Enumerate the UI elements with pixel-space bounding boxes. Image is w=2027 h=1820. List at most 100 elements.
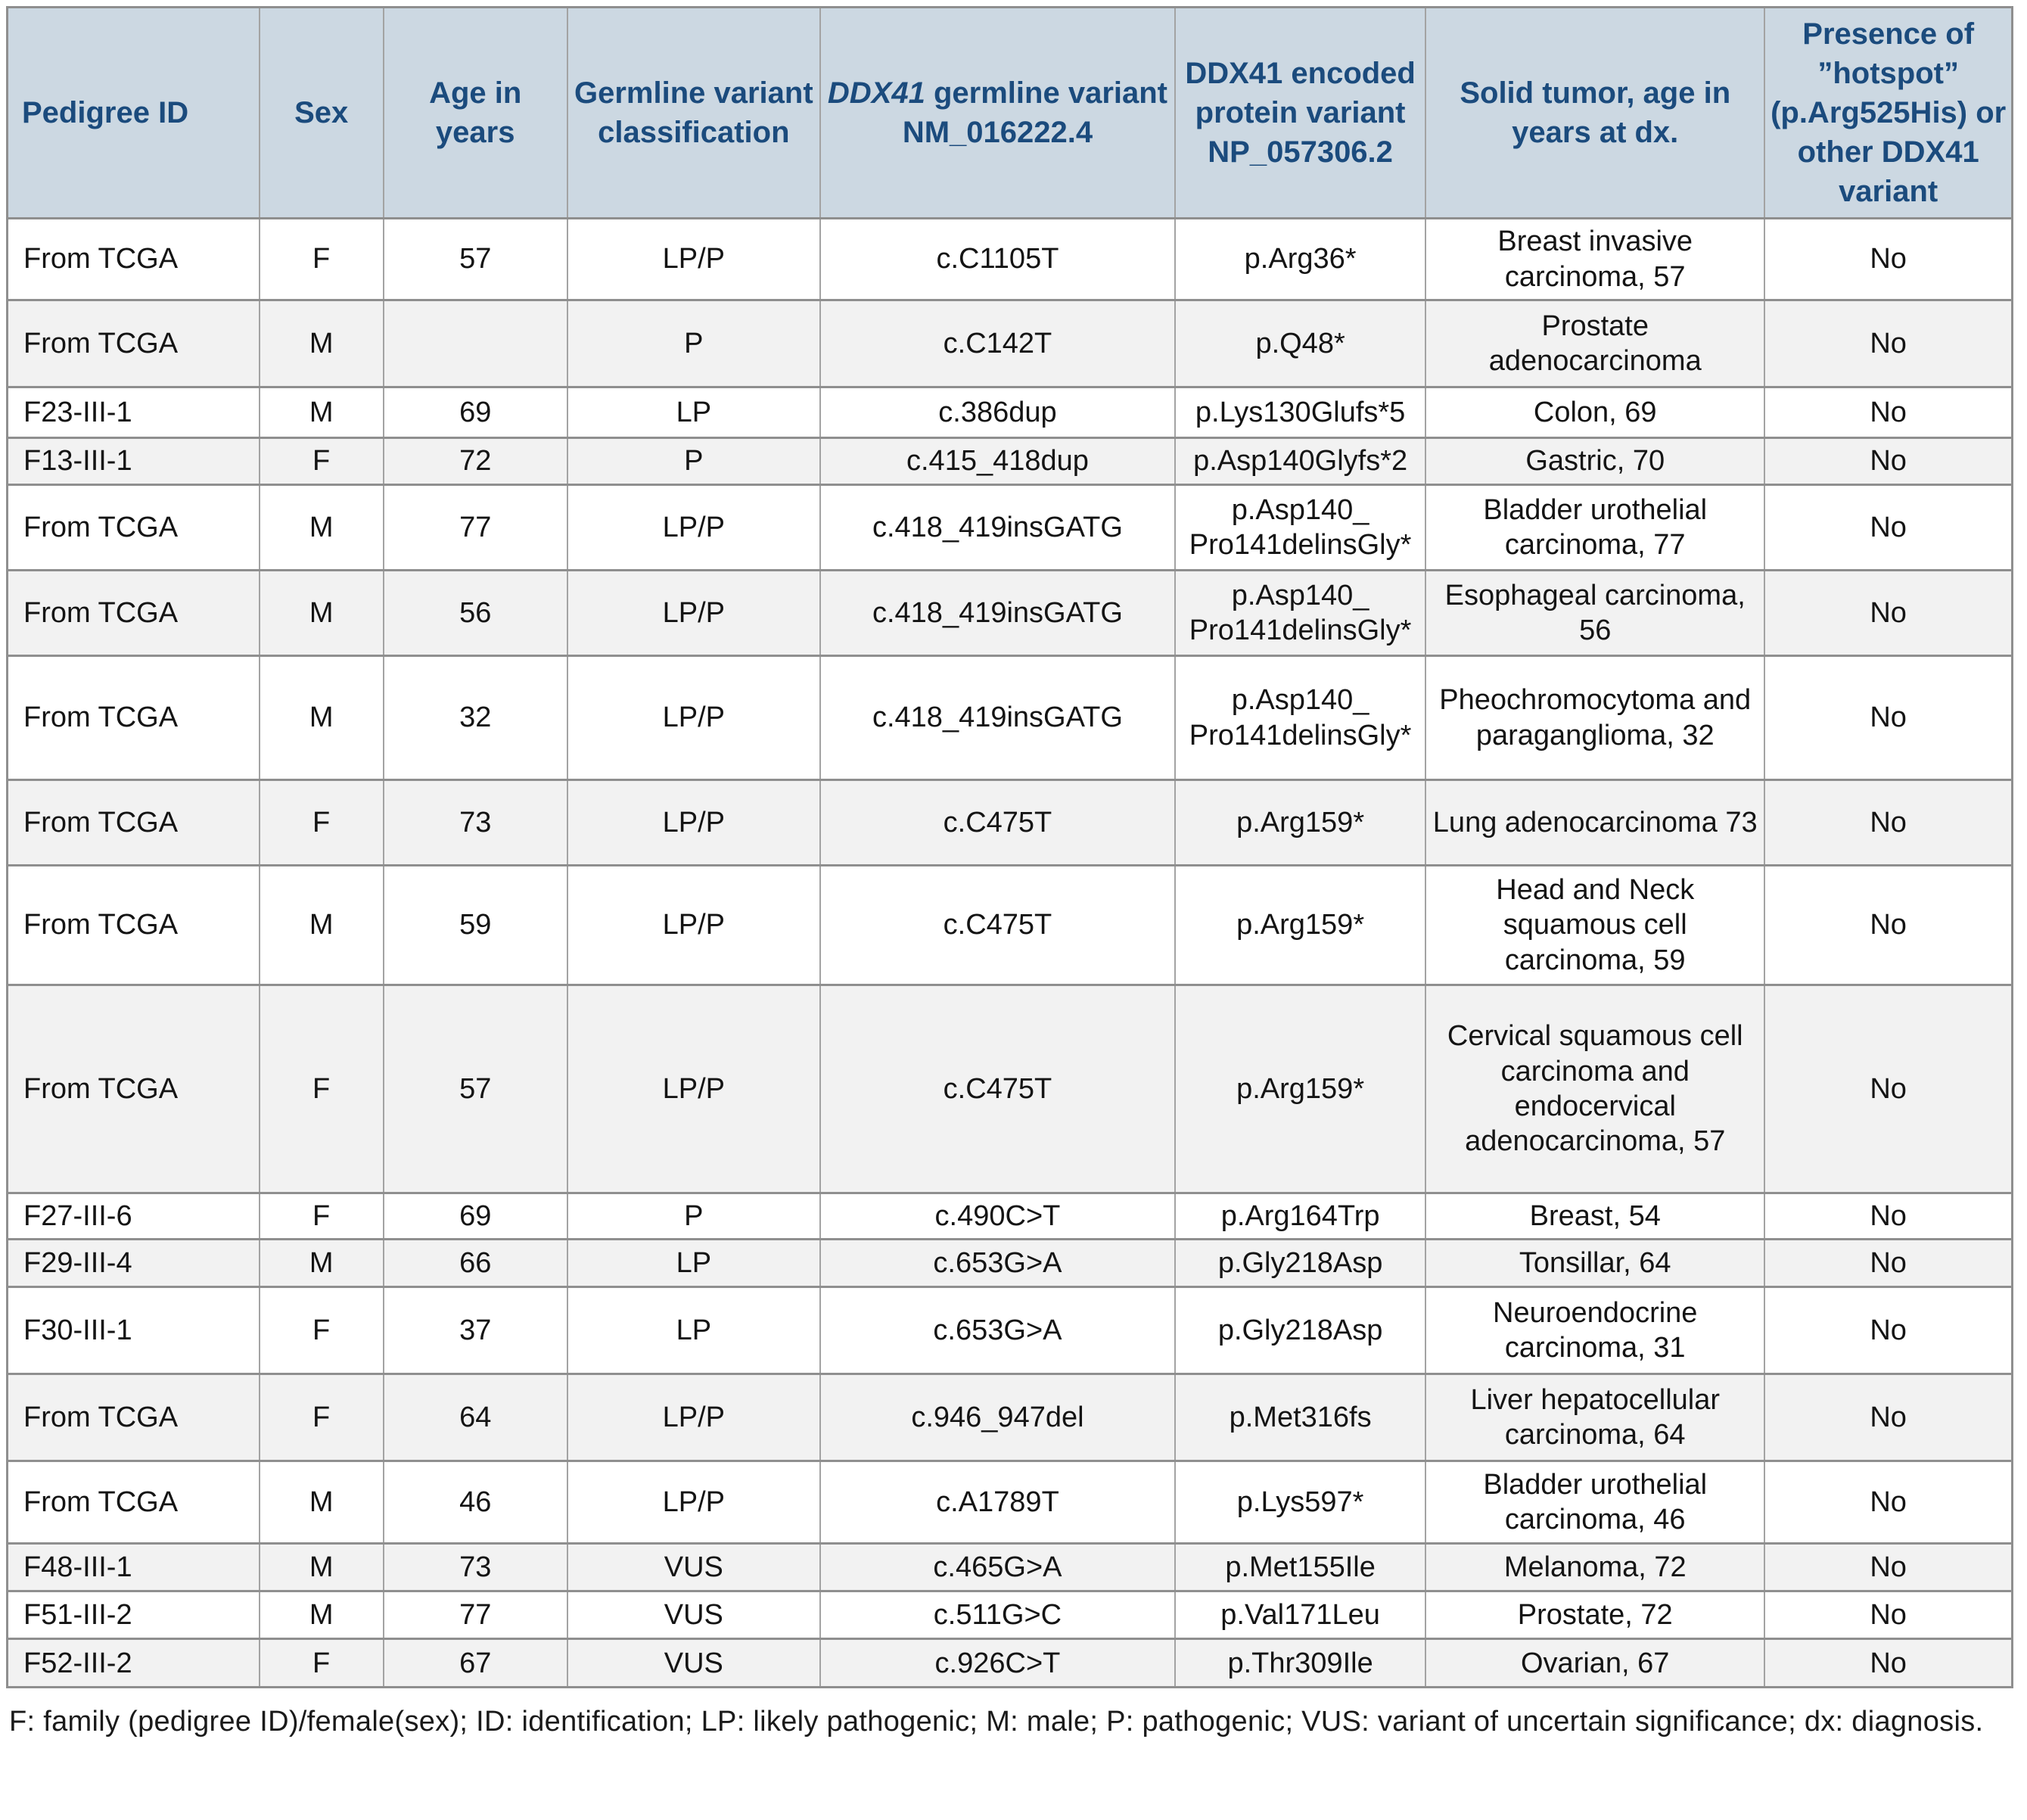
table-cell: No <box>1764 1460 2013 1545</box>
table-cell: p.Met155Ile <box>1174 1542 1427 1593</box>
table-cell: 46 <box>382 1460 568 1545</box>
table-cell: p.Gly218Asp <box>1174 1238 1427 1289</box>
table-cell: VUS <box>566 1542 821 1593</box>
table-cell: F52-III-2 <box>6 1638 260 1689</box>
table-cell: c.418_419insGATG <box>819 569 1177 657</box>
col-header-germline-variant-rest: germline variant NM_016222.4 <box>902 76 1167 149</box>
table-cell: 56 <box>382 569 568 657</box>
col-header-pedigree-id: Pedigree ID <box>6 6 260 219</box>
table-cell: No <box>1764 1590 2013 1641</box>
table-cell: 67 <box>382 1638 568 1689</box>
table-cell: No <box>1764 484 2013 571</box>
table-cell: c.946_947del <box>819 1373 1177 1463</box>
table-row: F23-III-1 M 69 LP c.386dup p.Lys130Glufs*5 Col… <box>6 386 2013 439</box>
table-cell: No <box>1764 569 2013 657</box>
table-row: F52-III-2 F 67 VUS c.926C>T p.Thr309Ile Ovaria… <box>6 1638 2013 1689</box>
table-cell: Pheochromocytoma and paraganglioma, 32 <box>1425 655 1766 781</box>
col-header-age: Age in years <box>382 6 568 219</box>
table-cell: M <box>258 655 384 781</box>
table-cell: F <box>258 1286 384 1376</box>
table-cell: From TCGA <box>6 655 260 781</box>
table-cell: F <box>258 437 384 486</box>
table-cell: No <box>1764 1238 2013 1289</box>
col-header-sex: Sex <box>258 6 384 219</box>
table-row: From TCGA F 57 LP/P c.C1105T p.Arg36* Breast i… <box>6 217 2013 301</box>
col-header-hotspot: Presence of ”hotspot” (p.Arg525His) or o… <box>1764 6 2013 219</box>
table-cell: 69 <box>382 1191 568 1241</box>
table-cell: Breast, 54 <box>1425 1191 1766 1241</box>
table-cell: Bladder urothelial carcinoma, 77 <box>1425 484 1766 571</box>
table-cell: F <box>258 1638 384 1689</box>
table-cell <box>382 299 568 388</box>
table-cell: M <box>258 299 384 388</box>
table-row: From TCGA F 64 LP/P c.946_947del p.Met316fs Li… <box>6 1373 2013 1463</box>
table-cell: 69 <box>382 386 568 439</box>
table-cell: Breast invasive carcinoma, 57 <box>1425 217 1766 301</box>
table-cell: p.Gly218Asp <box>1174 1286 1427 1376</box>
table-cell: P <box>566 437 821 486</box>
table-cell: LP <box>566 1286 821 1376</box>
table-cell: p.Asp140_​Pro141delinsGly* <box>1174 569 1427 657</box>
table-cell: p.Val171Leu <box>1174 1590 1427 1641</box>
table-cell: c.418_419insGATG <box>819 655 1177 781</box>
header-row: Pedigree ID Sex Age in years Germline va… <box>6 6 2013 219</box>
table-cell: No <box>1764 1191 2013 1241</box>
table-cell: F <box>258 779 384 866</box>
table-cell: Lung adenocarcinoma 73 <box>1425 779 1766 866</box>
table-cell: Ovarian, 67 <box>1425 1638 1766 1689</box>
table-cell: 73 <box>382 779 568 866</box>
table-cell: From TCGA <box>6 984 260 1194</box>
table-cell: F51-III-2 <box>6 1590 260 1641</box>
table-cell: c.926C>T <box>819 1638 1177 1689</box>
table-cell: 77 <box>382 1590 568 1641</box>
table-cell: p.Lys130Glufs*5 <box>1174 386 1427 439</box>
table-cell: VUS <box>566 1590 821 1641</box>
table-body: From TCGA F 57 LP/P c.C1105T p.Arg36* Breast i… <box>6 217 2013 1689</box>
table-cell: F <box>258 984 384 1194</box>
table-cell: p.Met316fs <box>1174 1373 1427 1463</box>
table-cell: Bladder urothelial carcinoma, 46 <box>1425 1460 1766 1545</box>
table-cell: From TCGA <box>6 217 260 301</box>
table-cell: M <box>258 1238 384 1289</box>
gene-name-italic: DDX41 <box>827 76 925 110</box>
col-header-protein-variant: DDX41 encoded protein variant NP_057306.… <box>1174 6 1427 219</box>
footnote: F: family (pedigree ID)/female(sex); ID:… <box>9 1706 1984 1738</box>
table-cell: No <box>1764 437 2013 486</box>
table-cell: No <box>1764 655 2013 781</box>
table-cell: LP/P <box>566 1460 821 1545</box>
table-cell: p.Arg36* <box>1174 217 1427 301</box>
table-cell: 57 <box>382 217 568 301</box>
table-cell: LP/P <box>566 864 821 986</box>
table-cell: From TCGA <box>6 1460 260 1545</box>
table-cell: M <box>258 569 384 657</box>
table-row: F51-III-2 M 77 VUS c.511G>C p.Val171Leu Prosta… <box>6 1590 2013 1641</box>
table-cell: LP/P <box>566 1373 821 1463</box>
page: Pedigree ID Sex Age in years Germline va… <box>6 6 2013 1738</box>
table-cell: LP/P <box>566 779 821 866</box>
table-cell: c.C142T <box>819 299 1177 388</box>
table-cell: c.653G>A <box>819 1238 1177 1289</box>
table-cell: No <box>1764 217 2013 301</box>
table-cell: From TCGA <box>6 299 260 388</box>
table-cell: Head and Neck squamous cell carcinoma, 5… <box>1425 864 1766 986</box>
table-row: From TCGA M 59 LP/P c.C475T p.Arg159* Head and… <box>6 864 2013 986</box>
table-cell: 57 <box>382 984 568 1194</box>
table-cell: c.465G>A <box>819 1542 1177 1593</box>
table-cell: From TCGA <box>6 864 260 986</box>
table-cell: M <box>258 1460 384 1545</box>
table-cell: Gastric, 70 <box>1425 437 1766 486</box>
table-cell: p.Arg159* <box>1174 779 1427 866</box>
table-row: From TCGA M 77 LP/P c.418_419insGATG p.Asp140… <box>6 484 2013 571</box>
table-cell: No <box>1764 1373 2013 1463</box>
table-cell: No <box>1764 386 2013 439</box>
table-cell: M <box>258 1542 384 1593</box>
table-cell: p.Asp140Glyfs*2 <box>1174 437 1427 486</box>
table-cell: p.Arg159* <box>1174 864 1427 986</box>
table-cell: 32 <box>382 655 568 781</box>
table-cell: From TCGA <box>6 1373 260 1463</box>
table-cell: LP/P <box>566 217 821 301</box>
table-cell: LP/P <box>566 484 821 571</box>
